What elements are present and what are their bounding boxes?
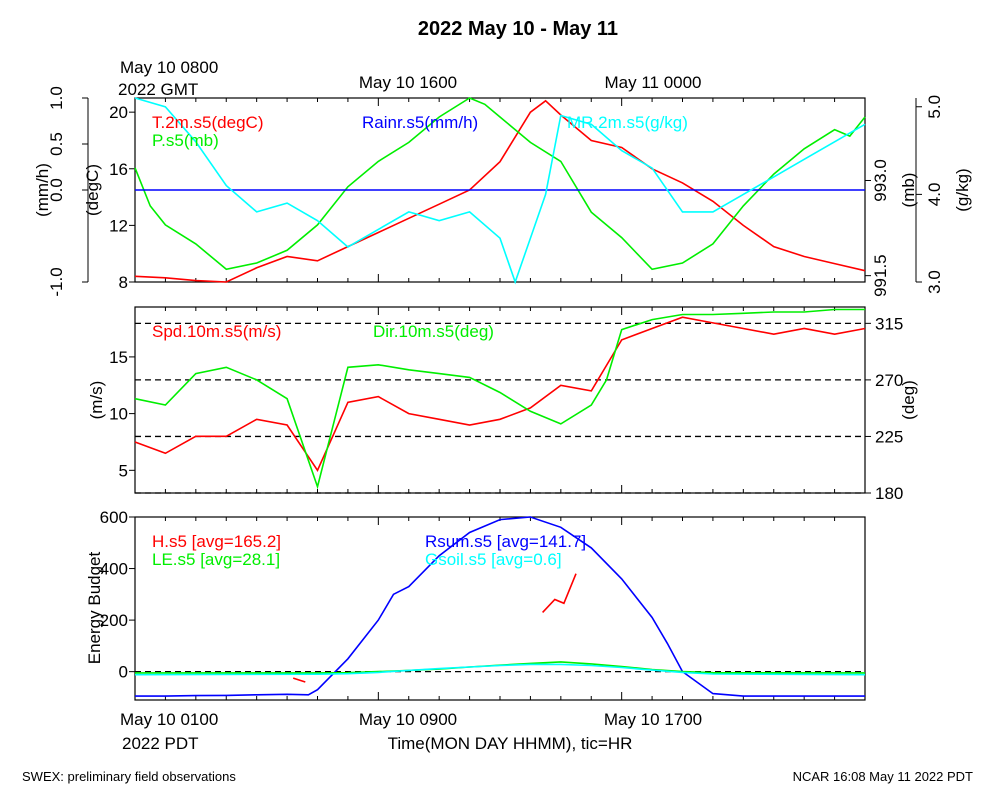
top-time-label-0: May 10 0800 [120,58,218,77]
series-line-dir-10m-s5-deg--1 [134,308,865,490]
bottom-time-label-2: May 10 1700 [604,710,702,729]
dir-tick-label-1: 225 [875,427,903,446]
x-axis-label: Time(MON DAY HHMM), tic=HR [388,734,633,753]
eb-tick-label-0: 0 [119,663,128,682]
rain-tick-label-3: 1.0 [47,86,66,110]
legend-entry-0-0: T.2m.s5(degC) [152,113,263,132]
legend-entry-2-3: Gsoil.s5 [avg=0.6] [425,550,562,569]
temp-tick-label-3: 20 [109,103,128,122]
spd-tick-label-0: 5 [119,461,128,480]
legend-entry-0-3: MR.2m.s5(g/kg) [567,113,688,132]
series-line-t-2m-s5-degc--0 [134,99,866,283]
temp-axis-label: (degC) [83,164,102,216]
eb-tick-label-3: 600 [100,508,128,527]
mr-tick-label-0: 3.0 [925,270,944,294]
legend-entry-1-1: Dir.10m.s5(deg) [373,322,494,341]
bottom-panel-plot: 0 200 400 600 H.s5 [avg=165.2]LE.s5 [avg=28.… [100,508,866,700]
legend-entry-1-0: Spd.10m.s5(m/s) [152,322,281,341]
pressure-axis-label: (mb) [899,173,918,208]
footer-left: SWEX: preliminary field observations [22,769,236,784]
spd-tick-label-2: 15 [109,348,128,367]
top-panel-plot: -1.0 0.0 0.5 1.0 8 12 16 20 991.5 993.0 3.0 4.0 5.0 T… [47,86,944,297]
pres-tick-label-0: 991.5 [871,254,890,297]
series-line-gsoil-s5-4 [134,663,866,676]
legend-entry-2-1: LE.s5 [avg=28.1] [152,550,280,569]
direction-axis-label: (deg) [899,380,918,420]
series-line-spd-10m-s5-m-s--0 [134,316,866,472]
bottom-time-label-0: May 10 0100 [120,710,218,729]
series-line-mr-2m-s5-g-kg--3 [134,97,866,285]
top-time-label-2: May 11 0000 [604,73,701,92]
series-line-h-s5-1 [542,573,577,613]
rain-axis-label: (mm/h) [33,163,52,217]
rain-tick-label-2: 0.5 [47,132,66,156]
dir-tick-label-0: 180 [875,484,903,503]
dir-tick-label-2: 270 [875,371,903,390]
series-line-rsum-s5-0 [135,516,865,697]
legend-entry-2-2: Rsum.s5 [avg=141.7] [425,532,586,551]
figure-title: 2022 May 10 - May 11 [418,18,618,40]
bottom-time-label-1: May 10 0900 [359,710,457,729]
energy-axis-label: Energy Budget [85,551,104,664]
speed-axis-label: (m/s) [87,381,106,420]
legend-entry-0-2: Rainr.s5(mm/h) [362,113,478,132]
legend-entry-2-0: H.s5 [avg=165.2] [152,532,281,551]
bottom-time-label-0-tz: 2022 PDT [122,734,199,753]
temp-tick-label-1: 12 [109,216,128,235]
top-time-label-1: May 10 1600 [359,73,457,92]
eb-tick-label-1: 200 [100,611,128,630]
middle-panel-plot: 5 10 15 180 225 270 315 Spd.10m.s5(m/s) Dir.10m.… [109,307,903,503]
top-time-label-0-year: 2022 GMT [118,80,198,99]
mr-tick-label-2: 5.0 [925,95,944,119]
pres-tick-label-1: 993.0 [871,159,890,202]
temp-tick-label-2: 16 [109,160,128,179]
dir-tick-label-3: 315 [875,314,903,333]
mr-tick-label-1: 4.0 [925,183,944,207]
series-line-h-s5-2 [292,677,306,683]
footer-right: NCAR 16:08 May 11 2022 PDT [793,769,973,784]
legend-entry-0-1: P.s5(mb) [152,131,219,150]
rain-tick-label-1: 0.0 [47,178,66,202]
mixing-ratio-axis-label: (g/kg) [953,168,972,211]
eb-tick-label-2: 400 [100,560,128,579]
rain-tick-label-0: -1.0 [47,267,66,296]
spd-tick-label-1: 10 [109,405,128,424]
temp-tick-label-0: 8 [119,273,128,292]
